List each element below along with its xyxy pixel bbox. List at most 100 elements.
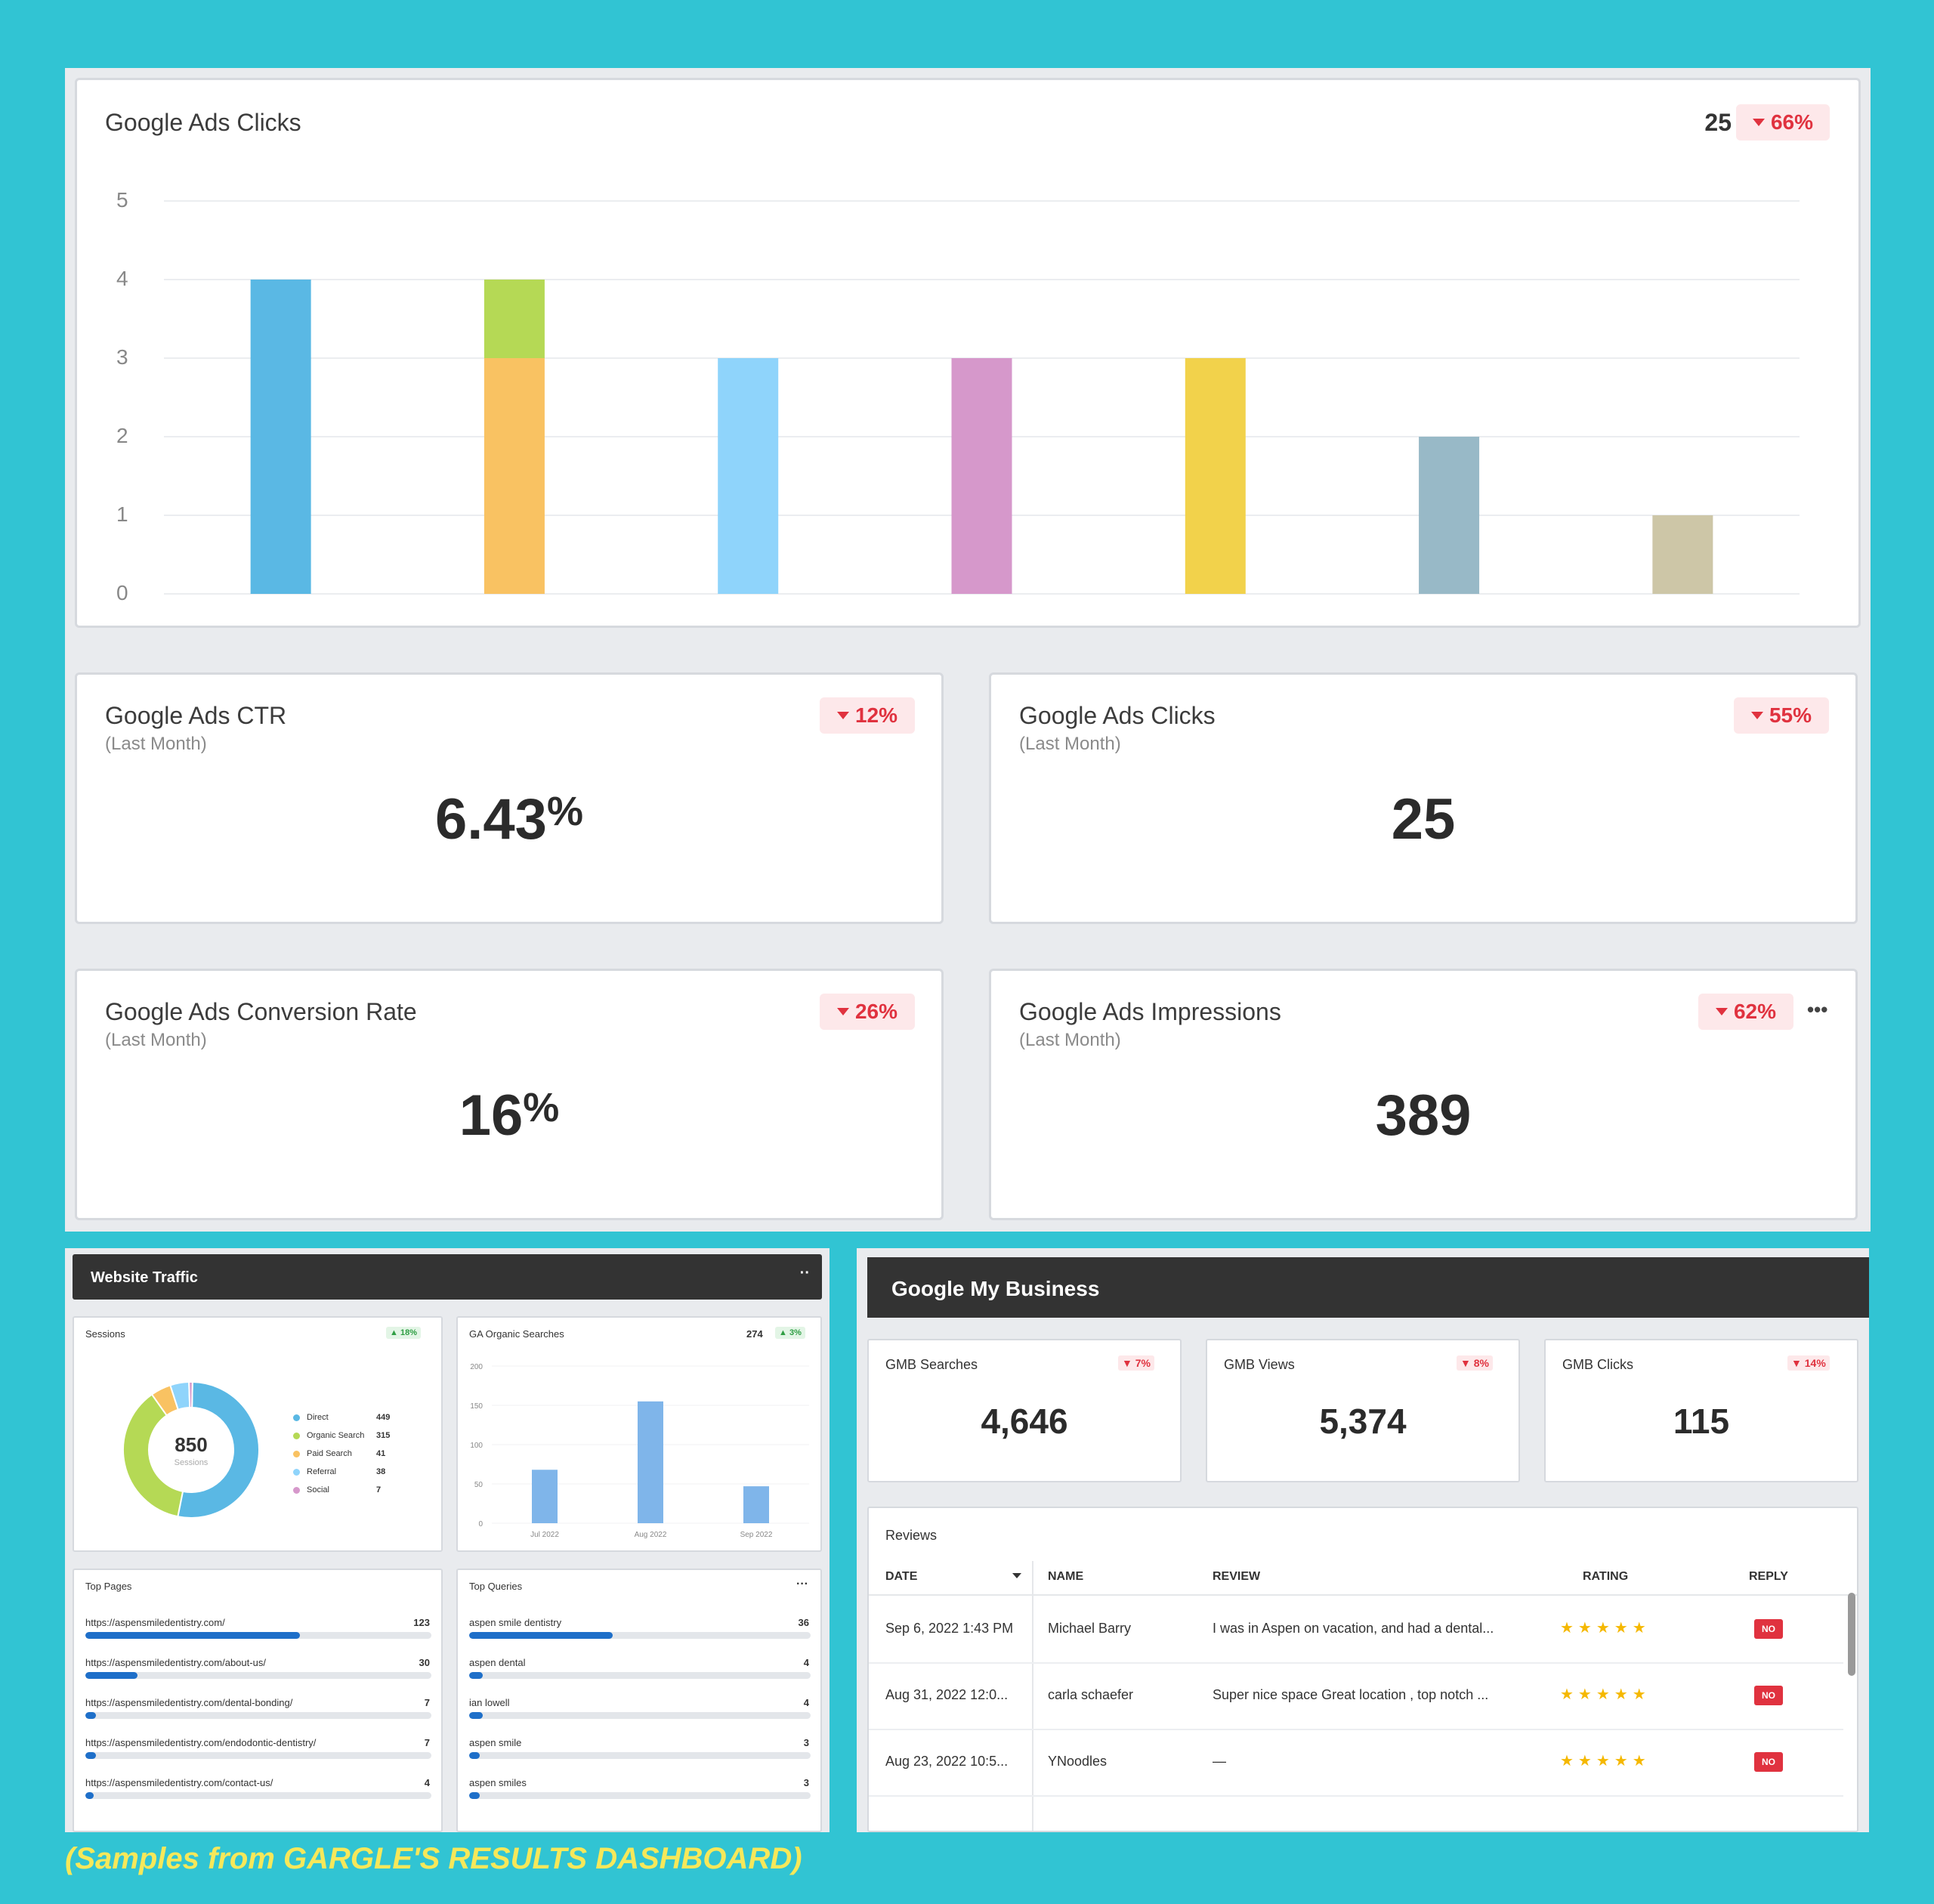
metric-change-value: 55% — [1769, 703, 1812, 727]
legend-dot — [293, 1414, 300, 1421]
metric-unit: % — [546, 789, 583, 834]
row-divider — [869, 1662, 1843, 1664]
y-tick-label: 3 — [116, 345, 128, 369]
metric-value: 16% — [77, 1083, 941, 1148]
reply-badge[interactable]: NO — [1754, 1752, 1783, 1772]
change-badge: ▼ 14% — [1787, 1355, 1830, 1371]
list-item-label[interactable]: ian lowell — [469, 1697, 510, 1708]
legend-value: 449 — [376, 1413, 391, 1422]
list-item-value: 3 — [803, 1777, 809, 1788]
progress-fill — [85, 1792, 94, 1799]
list-item-label[interactable]: https://aspensmiledentistry.com/about-us… — [85, 1657, 266, 1668]
website-traffic-panel: Website Traffic ·· Sessions ▲ 18% 850 Se… — [65, 1248, 830, 1832]
progress-fill — [85, 1632, 300, 1639]
down-arrow-icon — [836, 712, 849, 719]
legend-dot — [293, 1468, 300, 1476]
sort-down-icon[interactable] — [1012, 1573, 1021, 1578]
legend-item: Social 7 — [293, 1481, 406, 1499]
column-header-review: REVIEW — [1213, 1570, 1261, 1583]
organic-bar-chart: 0 50 100 150 200 Jul 2022 Aug 2022 Sep 2022 — [470, 1363, 809, 1539]
header-divider — [869, 1594, 1857, 1596]
legend-dot — [293, 1486, 300, 1494]
more-menu-icon[interactable]: ··· — [796, 1578, 808, 1590]
metric-subtitle: (Last Month) — [1019, 1030, 1121, 1050]
list-item-label[interactable]: https://aspensmiledentistry.com/contact-… — [85, 1777, 273, 1788]
card-title: Top Pages — [85, 1581, 132, 1592]
metric-card-clicks: Google Ads Clicks (Last Month) 55% 25 — [989, 672, 1858, 924]
legend-value: 41 — [376, 1449, 386, 1458]
card-title: Top Queries — [469, 1581, 523, 1592]
change-badge: ▲ 3% — [775, 1327, 805, 1339]
list-item-label[interactable]: aspen smile dentistry — [469, 1617, 562, 1628]
bar — [484, 280, 545, 358]
review-text[interactable]: I was in Aspen on vacation, and had a de… — [1213, 1621, 1494, 1636]
website-traffic-header: Website Traffic ·· — [73, 1254, 822, 1300]
reply-badge[interactable]: NO — [1754, 1686, 1783, 1705]
list-item-label[interactable]: aspen smile — [469, 1737, 522, 1748]
y-tick-label: 5 — [116, 188, 128, 212]
progress-track — [85, 1752, 431, 1759]
metric-card-conversion: Google Ads Conversion Rate (Last Month) … — [75, 969, 944, 1220]
reply-badge[interactable]: NO — [1754, 1619, 1783, 1639]
gmb-card-clicks: GMB Clicks ▼ 14% 115 — [1544, 1339, 1858, 1482]
scrollbar[interactable] — [1848, 1593, 1855, 1676]
chart-change-value: 66% — [1770, 110, 1814, 134]
ads-panel: Google Ads Clicks 25 66% 012345dentistde… — [65, 68, 1871, 1232]
card-title: GMB Clicks — [1562, 1357, 1633, 1372]
bar — [638, 1401, 663, 1523]
metric-title: Google Ads Conversion Rate — [105, 998, 417, 1025]
metric-card-impressions: Google Ads Impressions (Last Month) 62% … — [989, 969, 1858, 1220]
rating-stars: ★★★★★ — [1560, 1686, 1651, 1703]
review-date: Aug 31, 2022 12:0... — [885, 1687, 1009, 1702]
section-title: Website Traffic — [91, 1269, 198, 1286]
gmb-card-views: GMB Views ▼ 8% 5,374 — [1206, 1339, 1520, 1482]
chart-change-badge: 66% — [1736, 104, 1830, 141]
card-title: Reviews — [885, 1528, 938, 1543]
review-text[interactable]: Super nice space Great location , top no… — [1213, 1687, 1489, 1702]
progress-fill — [85, 1672, 137, 1679]
review-date: Sep 6, 2022 1:43 PM — [885, 1621, 1014, 1636]
card-title: GMB Views — [1224, 1357, 1295, 1372]
bar — [250, 280, 311, 594]
down-arrow-icon — [1752, 119, 1765, 126]
bar — [743, 1486, 769, 1523]
row-divider — [869, 1729, 1843, 1730]
metric-value: 389 — [991, 1083, 1855, 1148]
down-arrow-icon — [1715, 1008, 1728, 1015]
metric-title: Google Ads Impressions — [1019, 998, 1281, 1025]
row-divider — [869, 1795, 1843, 1797]
progress-track — [469, 1672, 811, 1679]
progress-fill — [469, 1632, 613, 1639]
gmb-value: 5,374 — [1319, 1402, 1407, 1441]
legend-item: Paid Search 41 — [293, 1445, 406, 1463]
metric-change-badge: 55% — [1734, 697, 1829, 734]
list-item-label[interactable]: https://aspensmiledentistry.com/endodont… — [85, 1737, 317, 1748]
list-item-label[interactable]: aspen smiles — [469, 1777, 527, 1788]
progress-track — [85, 1712, 431, 1719]
y-tick-label: 2 — [116, 424, 128, 447]
column-header-rating: RATING — [1583, 1570, 1629, 1583]
list-item-label[interactable]: https://aspensmiledentistry.com/ — [85, 1617, 225, 1628]
legend-value: 315 — [376, 1431, 391, 1440]
rating-stars: ★★★★★ — [1560, 1753, 1651, 1770]
list-item-value: 123 — [413, 1617, 430, 1628]
change-value: 14% — [1804, 1357, 1826, 1369]
review-name: carla schaefer — [1048, 1687, 1134, 1702]
column-header-date[interactable]: DATE — [885, 1570, 917, 1584]
header-label: DATE — [885, 1570, 918, 1583]
list-item-label[interactable]: aspen dental — [469, 1657, 526, 1668]
column-divider — [1032, 1561, 1033, 1831]
metric-value: 6.43% — [77, 787, 941, 852]
progress-track — [85, 1632, 431, 1639]
metric-title: Google Ads CTR — [105, 702, 287, 729]
gmb-value: 4,646 — [981, 1402, 1068, 1441]
metric-card-ctr: Google Ads CTR (Last Month) 12% 6.43% — [75, 672, 944, 924]
list-item-value: 7 — [424, 1697, 430, 1708]
list-item-value: 30 — [419, 1657, 430, 1668]
card-title: GA Organic Searches — [469, 1328, 564, 1340]
more-menu-icon[interactable]: ••• — [1807, 998, 1828, 1021]
more-menu-icon[interactable]: ·· — [799, 1265, 810, 1281]
list-item-label[interactable]: https://aspensmiledentistry.com/dental-b… — [85, 1697, 293, 1708]
review-name: Michael Barry — [1048, 1621, 1132, 1636]
review-text[interactable]: — — [1213, 1754, 1226, 1769]
